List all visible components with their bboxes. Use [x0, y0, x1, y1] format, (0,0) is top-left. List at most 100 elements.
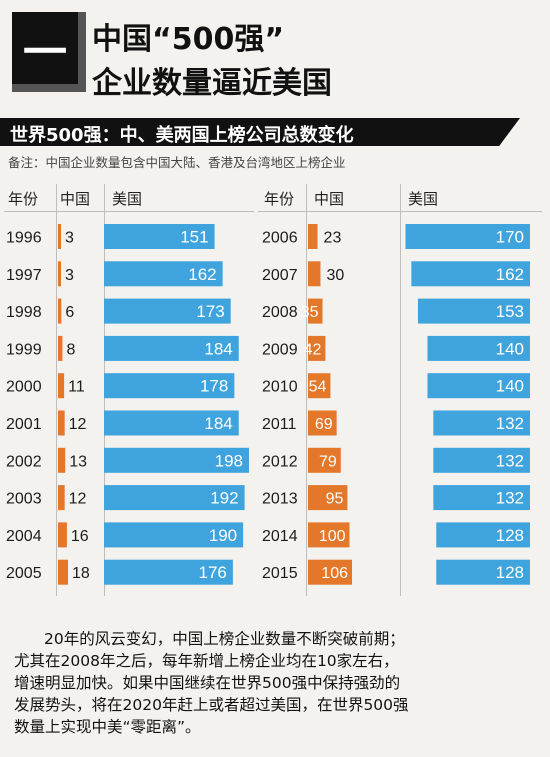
- year-label: 2005: [6, 565, 42, 582]
- usa-value-label: 190: [209, 526, 237, 545]
- usa-value-label: 198: [215, 451, 243, 470]
- divider: [400, 184, 401, 596]
- divider: [258, 211, 542, 212]
- china-bar: [308, 447, 341, 473]
- china-value-label: 42: [304, 341, 322, 358]
- china-bar: [308, 559, 352, 585]
- col-header-year-left: 年份: [8, 190, 39, 208]
- usa-value-label: 132: [496, 414, 524, 433]
- china-bar: [308, 522, 350, 548]
- year-label: 2004: [6, 528, 42, 545]
- usa-value-label: 151: [180, 228, 208, 247]
- summary-line: 发展势头，将在2020年赶上或者超过美国，在世界500强: [14, 696, 409, 714]
- china-bar: [58, 373, 65, 399]
- header: 一 中国“500强” 企业数量逼近美国: [0, 0, 550, 112]
- usa-value-label: 162: [188, 265, 216, 284]
- usa-value-label: 140: [496, 339, 524, 358]
- year-label: 2006: [262, 230, 298, 247]
- usa-bar: [405, 224, 530, 249]
- usa-bar: [104, 224, 215, 249]
- year-label: 2001: [6, 416, 42, 433]
- chart-note: 备注：中国企业数量包含中国大陆、香港及台湾地区上榜企业: [8, 155, 346, 170]
- china-bar: [58, 485, 65, 511]
- summary-paragraph: 20年的风云变幻，中国上榜企业数量不断突破前期； 尤其在2008年之后，每年新增…: [14, 628, 540, 738]
- usa-value-label: 140: [496, 377, 524, 396]
- usa-value-label: 132: [496, 451, 524, 470]
- china-bar: [58, 447, 66, 473]
- summary-line: 尤其在2008年之后，每年新增上榜企业均在10家左右，: [14, 652, 399, 670]
- summary-line: 数量上实现中美“零距离”。: [14, 718, 201, 736]
- china-bar: [308, 485, 348, 511]
- china-value-label: 79: [319, 453, 337, 470]
- china-value-label: 11: [68, 379, 85, 396]
- usa-bar: [433, 447, 530, 473]
- china-bar: [308, 224, 318, 249]
- china-value-label: 3: [65, 230, 74, 247]
- usa-value-label: 176: [199, 563, 227, 582]
- col-header-usa-left: 美国: [112, 190, 143, 208]
- year-label: 1999: [6, 341, 42, 358]
- year-label: 2003: [6, 491, 42, 508]
- usa-value-label: 128: [496, 526, 524, 545]
- usa-value-label: 128: [496, 563, 524, 582]
- china-bar: [308, 335, 326, 361]
- china-value-label: 12: [69, 491, 87, 508]
- china-bar: [308, 410, 337, 436]
- usa-bar: [104, 447, 249, 473]
- usa-bar: [427, 373, 530, 399]
- china-value-label: 35: [301, 304, 319, 321]
- china-value-label: 106: [321, 565, 348, 582]
- usa-value-label: 162: [496, 265, 524, 284]
- usa-bar: [104, 485, 245, 511]
- usa-bar: [104, 298, 231, 324]
- china-value-label: 16: [71, 528, 89, 545]
- china-value-label: 100: [319, 528, 346, 545]
- china-value-label: 6: [65, 304, 74, 321]
- year-label: 2013: [262, 491, 298, 508]
- china-bar: [58, 298, 62, 324]
- year-label: 2012: [262, 453, 298, 470]
- divider: [56, 184, 57, 596]
- year-label: 2008: [262, 304, 298, 321]
- subheader-background: [0, 118, 520, 146]
- usa-value-label: 184: [204, 414, 232, 433]
- year-label: 2002: [6, 453, 42, 470]
- year-label: 1998: [6, 304, 42, 321]
- china-bar: [58, 522, 67, 548]
- year-label: 2010: [262, 379, 298, 396]
- summary-line: 增速明显加快。如果中国继续在世界500强中保持强劲的: [14, 674, 401, 692]
- usa-bar: [427, 335, 530, 361]
- year-label: 2014: [262, 528, 298, 545]
- usa-value-label: 170: [496, 228, 524, 247]
- china-value-label: 13: [69, 453, 87, 470]
- year-label: 2009: [262, 341, 298, 358]
- usa-bar: [104, 410, 239, 436]
- usa-bar: [411, 261, 530, 287]
- chart-subheader: 世界500强：中、美两国上榜公司总数变化: [0, 118, 550, 146]
- china-value-label: 54: [309, 379, 327, 396]
- usa-bar: [417, 298, 530, 324]
- year-label: 1997: [6, 267, 42, 284]
- usa-value-label: 132: [496, 489, 524, 508]
- usa-value-label: 184: [204, 339, 232, 358]
- usa-bar: [433, 410, 530, 436]
- year-label: 2007: [262, 267, 298, 284]
- china-value-label: 3: [65, 267, 74, 284]
- usa-bar: [104, 522, 244, 548]
- col-header-china-left: 中国: [60, 190, 91, 208]
- year-label: 2011: [262, 416, 297, 433]
- usa-bar: [104, 559, 233, 585]
- year-label: 2000: [6, 379, 42, 396]
- divider: [4, 211, 254, 212]
- china-bar: [58, 410, 65, 436]
- usa-bar: [104, 335, 239, 361]
- usa-bar: [436, 522, 530, 548]
- china-bar: [308, 261, 321, 287]
- china-value-label: 8: [66, 341, 75, 358]
- china-value-label: 12: [69, 416, 87, 433]
- summary-line: 20年的风云变幻，中国上榜企业数量不断突破前期；: [44, 630, 405, 648]
- china-bar: [58, 559, 68, 585]
- usa-bar: [436, 559, 530, 585]
- china-bar: [308, 298, 323, 324]
- col-header-china-right: 中国: [314, 190, 345, 208]
